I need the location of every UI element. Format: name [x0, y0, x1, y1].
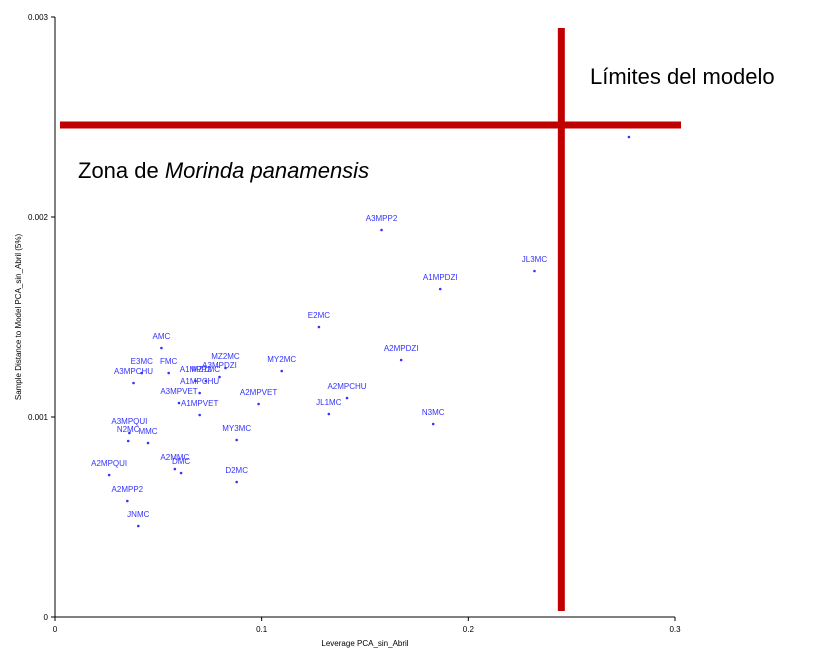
point-label: D2MC	[225, 466, 248, 475]
y-tick-label: 0	[44, 613, 49, 622]
point	[257, 402, 260, 406]
point	[431, 422, 435, 426]
point	[198, 391, 201, 395]
point-label: A1MPVET	[181, 399, 218, 408]
point-label: A2MPP2	[112, 485, 144, 494]
y-axis-label: Sample Distance to Model PCA_sin_Abril (…	[14, 234, 23, 401]
point-label: MZ2MC	[211, 352, 240, 361]
point-label: A3MPVET	[160, 387, 197, 396]
point	[235, 438, 238, 442]
point	[627, 135, 631, 139]
point-label: A2MPQUI	[91, 459, 127, 468]
point	[280, 369, 284, 373]
point-label: A1MPDZI	[423, 273, 458, 282]
point-label: JNMC	[127, 510, 149, 519]
point	[317, 325, 321, 329]
point-label: A1MPP2	[180, 365, 212, 374]
point-label: N2MC	[117, 425, 140, 434]
zone-prefix: Zona de	[78, 158, 165, 183]
point-label: A3MPDZI	[202, 361, 237, 370]
y-tick-label: 0.001	[28, 413, 49, 422]
point-label: A2MPVET	[240, 388, 277, 397]
point	[198, 413, 201, 417]
point	[177, 401, 181, 405]
point	[126, 439, 130, 443]
point	[126, 499, 129, 503]
y-tick-label: 0.002	[28, 213, 49, 222]
point	[132, 381, 135, 385]
point-label: A2MPCHU	[327, 382, 366, 391]
point	[218, 375, 221, 379]
point	[160, 346, 163, 350]
zone-species: Morinda panamensis	[165, 158, 369, 183]
limits-annotation: Límites del modelo	[590, 64, 775, 89]
point-label: FMC	[160, 357, 178, 366]
x-tick-label: 0.2	[463, 625, 475, 634]
point-label: A3MPCHU	[114, 367, 153, 376]
point-label: MY2MC	[267, 355, 296, 364]
point	[140, 371, 144, 375]
point	[345, 396, 349, 400]
point-label: N3MC	[422, 408, 445, 417]
point	[128, 431, 131, 435]
point	[173, 467, 177, 471]
point	[224, 366, 227, 370]
point	[438, 287, 442, 291]
point	[107, 473, 111, 477]
x-axis-label: Leverage PCA_sin_Abril	[321, 639, 408, 648]
point-label: E3MC	[131, 357, 153, 366]
point-label: A1MPCHU	[180, 377, 219, 386]
point-label: MMC	[138, 427, 157, 436]
point-label: DMC	[172, 457, 190, 466]
point-label: A2MMC	[160, 453, 189, 462]
point-label: JL1MC	[316, 398, 342, 407]
point-label: JL3MC	[522, 255, 548, 264]
point	[533, 269, 536, 273]
point-label: A3MPQUI	[111, 417, 147, 426]
point-label: MY3MC	[222, 424, 251, 433]
point	[380, 228, 383, 232]
zone-annotation: Zona de Morinda panamensis	[78, 158, 369, 183]
point-label: AMC	[153, 332, 171, 341]
x-tick-label: 0.3	[669, 625, 681, 634]
point	[194, 379, 197, 383]
y-tick-label: 0.003	[28, 13, 49, 22]
point	[179, 471, 183, 475]
point-label: A2MPDZI	[384, 344, 419, 353]
point	[136, 524, 140, 528]
point	[235, 480, 238, 484]
point	[167, 371, 170, 375]
point	[146, 441, 150, 445]
point-label: A3MPP2	[366, 214, 398, 223]
point-label: E2MC	[308, 311, 330, 320]
point	[204, 379, 208, 383]
point	[327, 412, 331, 416]
point-label: MZ1MC	[192, 365, 221, 374]
x-tick-label: 0	[53, 625, 58, 634]
x-tick-label: 0.1	[256, 625, 268, 634]
point	[399, 358, 403, 362]
